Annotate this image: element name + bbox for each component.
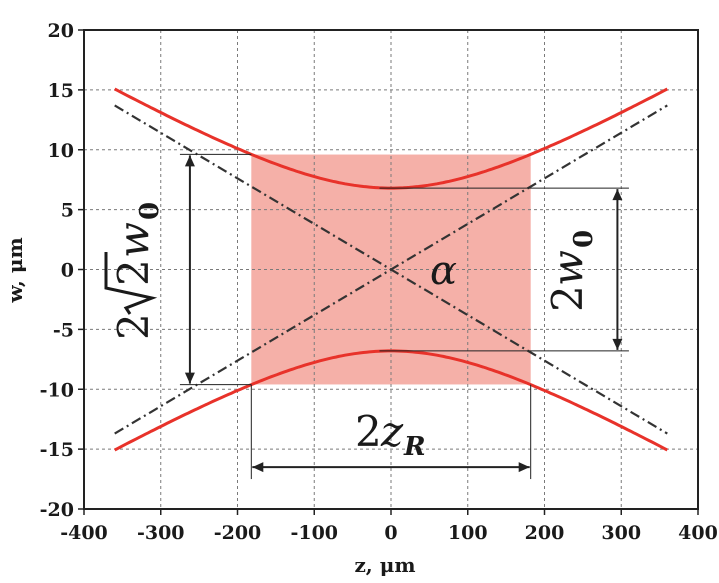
x-tick-label-5: 100	[448, 522, 488, 544]
svg-text:0: 0	[135, 202, 165, 220]
arrow-2w0-head-end	[612, 338, 623, 350]
grid	[84, 30, 698, 509]
y-tick-label-0: -20	[40, 499, 74, 521]
label-2w0: 2 w 0	[543, 230, 599, 312]
label-alpha: α	[430, 248, 457, 294]
x-tick-label-8: 400	[678, 522, 718, 544]
svg-text:z: z	[380, 407, 404, 456]
y-tick-label-3: -5	[53, 319, 74, 341]
sqrt-symbol	[104, 252, 158, 315]
y-axis-label: w, μm	[3, 237, 27, 303]
svg-text:R: R	[403, 432, 426, 462]
x-tick-label-0: -400	[60, 522, 108, 544]
svg-text:2: 2	[109, 259, 158, 286]
svg-text:2: 2	[543, 285, 592, 312]
y-tick-label-2: -10	[40, 379, 74, 401]
asymptote-line-2	[114, 104, 668, 435]
y-tick-label-7: 15	[48, 80, 74, 102]
x-tick-label-4: 0	[384, 522, 397, 544]
y-tick-label-4: 0	[61, 260, 74, 282]
x-tick-label-7: 300	[601, 522, 641, 544]
tick-labels: -400 -300 -200 -100 0 100 200 300 400-20-15-10-5…	[40, 20, 718, 544]
svg-text:w: w	[543, 250, 592, 286]
x-tick-label-6: 200	[525, 522, 565, 544]
label-2sqrt2w0: 2 2 w 0	[104, 202, 165, 340]
y-tick-label-8: 20	[48, 20, 74, 42]
x-tick-label-2: -200	[214, 522, 262, 544]
y-tick-label-6: 10	[48, 140, 74, 162]
arrow-2sqrt2w0	[184, 155, 195, 384]
arrow-2sqrt2w0-head-end	[184, 372, 195, 384]
arrow-2sqrt2w0-head-start	[184, 155, 195, 167]
arrow-2zR-head-end	[518, 462, 530, 473]
svg-text:2: 2	[109, 313, 158, 340]
x-tick-label-1: -300	[137, 522, 185, 544]
arrow-2w0	[612, 189, 623, 350]
svg-text:w: w	[109, 222, 158, 258]
arrow-2zR	[252, 462, 530, 473]
y-tick-label-5: 5	[61, 200, 74, 222]
svg-text:0: 0	[569, 230, 599, 248]
arrow-2zR-head-start	[252, 462, 264, 473]
x-axis-label: z, μm	[354, 553, 415, 577]
arrow-2w0-head-start	[612, 189, 623, 201]
x-tick-label-3: -100	[290, 522, 338, 544]
y-tick-label-1: -15	[40, 439, 74, 461]
svg-text:2: 2	[355, 407, 382, 456]
annotation-group	[179, 153, 629, 480]
label-2zR: 2 z R	[355, 407, 426, 462]
